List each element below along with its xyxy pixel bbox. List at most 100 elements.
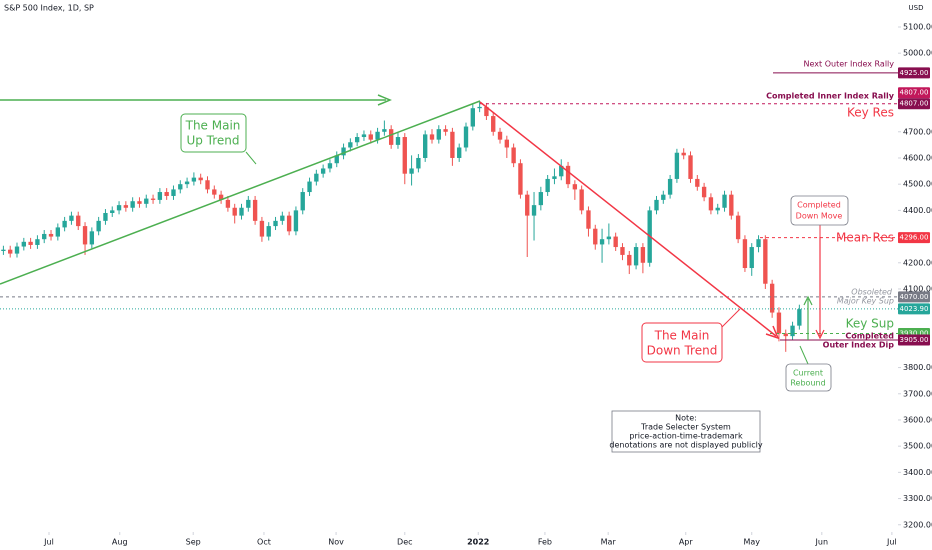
- candle-body: [110, 210, 115, 213]
- candle-body: [504, 139, 510, 148]
- candle-body: [191, 177, 197, 182]
- level-text: Major Key Sup: [837, 297, 894, 306]
- currency-label: USD: [909, 4, 924, 12]
- candle-body: [593, 228, 598, 245]
- candle-body: [763, 239, 768, 284]
- candle-body: [436, 129, 441, 140]
- note-text: Note:: [675, 414, 697, 423]
- level-label-box: [898, 232, 930, 244]
- candle-body: [246, 199, 251, 208]
- candle-body: [484, 106, 489, 117]
- x-tick-label: May: [743, 538, 760, 547]
- candle-body: [681, 152, 686, 156]
- candle-body: [171, 189, 176, 196]
- level-label-box: [898, 334, 930, 346]
- candle-body: [137, 201, 142, 204]
- candle-body: [205, 180, 210, 190]
- arrow-head: [377, 94, 392, 106]
- candle-body: [62, 220, 67, 228]
- candle-body: [429, 134, 435, 140]
- candle-body: [259, 220, 265, 237]
- candle-body: [729, 194, 734, 216]
- level-text: Key Sup: [846, 317, 894, 331]
- x-tick-label: Oct: [257, 538, 271, 547]
- candle-body: [307, 181, 312, 193]
- x-tick-label: Sep: [186, 538, 201, 547]
- candle-body: [749, 247, 754, 269]
- candle-body: [252, 199, 258, 221]
- level-label-box: [898, 67, 930, 79]
- candle-body: [184, 181, 190, 185]
- candle-body: [382, 129, 387, 132]
- y-tick-label: 4400.00: [903, 206, 932, 215]
- candle-body: [76, 215, 81, 227]
- level-label: 4925.00: [900, 69, 929, 77]
- candle-body: [42, 233, 47, 240]
- candle-body: [116, 205, 122, 211]
- level-label: 4296.00: [900, 234, 929, 242]
- annotation-box: [641, 322, 723, 363]
- annotation-text: Completed: [797, 201, 841, 210]
- candle-body: [470, 108, 475, 127]
- candle-body: [463, 126, 469, 148]
- candle-body: [144, 198, 149, 204]
- level-label: 4023.90: [900, 305, 929, 313]
- candle-body: [300, 192, 305, 211]
- candle-body: [293, 210, 299, 232]
- candle-body: [314, 173, 319, 182]
- candle-body: [178, 184, 183, 190]
- candle-body: [559, 165, 564, 177]
- candle-body: [797, 309, 802, 326]
- annotation-text: Down Move: [796, 212, 843, 221]
- candle-body: [518, 163, 523, 195]
- candle-body: [361, 134, 367, 138]
- candle-body: [640, 247, 646, 263]
- candle-body: [8, 249, 13, 254]
- candle-body: [395, 137, 401, 145]
- candle-body: [286, 215, 292, 232]
- candle-body: [130, 201, 135, 208]
- candle-body: [491, 116, 496, 132]
- candle-body: [450, 131, 455, 158]
- y-tick-label: 3400.00: [903, 468, 932, 477]
- candle-body: [545, 178, 550, 193]
- level-text: Completed Inner Index Rally: [766, 92, 895, 101]
- up-trend-line: [0, 100, 481, 285]
- level-text: Obsoleted: [851, 288, 893, 297]
- candle-body: [511, 147, 516, 164]
- y-tick-label: 5100.00: [903, 22, 932, 31]
- note-text: price-action-time-trademark: [629, 432, 743, 441]
- candle-body: [348, 142, 353, 148]
- candle-body: [334, 155, 339, 164]
- note-text: Trade Selecter System: [640, 423, 731, 432]
- x-tick-label: Mar: [601, 538, 617, 547]
- callout-line: [799, 345, 809, 365]
- annotation-text: Rebound: [790, 379, 825, 388]
- y-tick-label: 4700.00: [903, 127, 932, 136]
- annotation-text: Current: [793, 369, 823, 378]
- x-tick-label: 2022: [467, 538, 489, 547]
- candle-body: [701, 186, 707, 198]
- candle-body: [613, 236, 618, 248]
- candle-body: [627, 254, 632, 266]
- candle-body: [742, 239, 748, 269]
- candle-body: [776, 312, 782, 334]
- candle-body: [239, 207, 244, 216]
- level-label: 4070.00: [900, 293, 929, 301]
- y-tick-label: 3700.00: [903, 389, 932, 398]
- candle-body: [477, 106, 482, 109]
- candle-body: [232, 207, 237, 216]
- candle-body: [341, 147, 346, 156]
- candle-body: [157, 192, 163, 200]
- y-tick-label: 3800.00: [903, 363, 932, 372]
- candle-body: [320, 168, 326, 174]
- candle-body: [69, 215, 74, 221]
- candle-body: [164, 192, 169, 196]
- candle-body: [552, 176, 557, 179]
- candle-body: [457, 147, 462, 158]
- candle-body: [722, 194, 727, 208]
- callout-line: [245, 151, 257, 165]
- candle-body: [423, 134, 428, 158]
- x-tick-label: Apr: [679, 538, 694, 547]
